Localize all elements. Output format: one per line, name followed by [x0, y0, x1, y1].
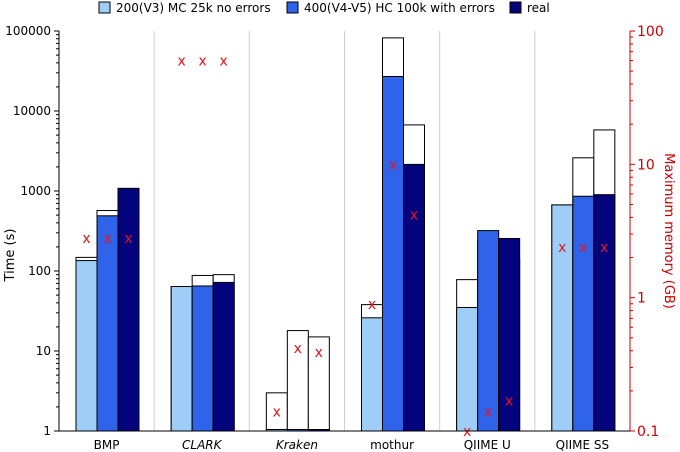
category-label: BMP	[94, 438, 120, 452]
right-tick-label: 0.1	[637, 424, 659, 440]
memory-marker: x	[600, 240, 608, 256]
category-label: QIIME SS	[556, 438, 610, 452]
memory-marker: x	[315, 345, 323, 361]
memory-marker: x	[103, 231, 111, 247]
left-axis: 1 10 100 1000 10000 100000	[5, 24, 60, 438]
y-tick-label: 1	[43, 424, 51, 438]
memory-marker: x	[389, 157, 397, 173]
legend-swatch	[98, 1, 111, 14]
memory-marker: x	[220, 54, 228, 70]
category-label: Kraken	[276, 438, 318, 452]
y-tick-label: 100000	[5, 24, 51, 38]
memory-marker: x	[124, 231, 132, 247]
right-axis-title: Maximum memory (GB)	[661, 153, 676, 309]
category-label: mothur	[370, 438, 414, 452]
right-tick-label: 100	[637, 24, 664, 40]
y-tick-label: 10	[36, 344, 51, 358]
bar	[361, 317, 383, 432]
memory-marker: x	[463, 424, 471, 440]
y-tick-label: 1000	[20, 184, 51, 198]
bar	[117, 187, 140, 432]
category-axis: BMP CLARK Kraken mothur QIIME U QIIME SS	[59, 430, 630, 452]
memory-marker: x	[82, 231, 90, 247]
bar	[170, 286, 193, 432]
legend-label: 400(V4-V5) HC 100k with errors	[304, 1, 495, 15]
right-axis: 0.1 1 10 100	[629, 24, 664, 440]
y-tick-label: 100	[28, 264, 51, 278]
legend: 200(V3) MC 25k no errors 400(V4-V5) HC 10…	[98, 1, 550, 15]
bar	[96, 215, 119, 432]
memory-marker: x	[484, 405, 492, 421]
y-axis-title: Time (s)	[3, 229, 18, 283]
memory-marker: x	[505, 393, 513, 409]
memory-marker: x	[579, 240, 587, 256]
legend-label: real	[527, 1, 550, 15]
bar	[572, 195, 595, 432]
right-tick-label: 1	[637, 291, 646, 307]
memory-marker: x	[178, 54, 186, 70]
bar	[551, 204, 574, 432]
memory-marker: x	[273, 405, 281, 421]
legend-swatch	[286, 1, 299, 14]
right-tick-label: 10	[637, 157, 655, 173]
bar	[75, 260, 98, 432]
memory-marker: x	[410, 208, 418, 224]
bar	[403, 163, 425, 432]
bar	[456, 306, 479, 432]
category-label: CLARK	[182, 438, 223, 452]
category-label: QIIME U	[464, 438, 511, 452]
memory-marker: x	[294, 341, 302, 357]
bar	[212, 281, 235, 432]
legend-label: 200(V3) MC 25k no errors	[116, 1, 271, 15]
bar	[191, 285, 214, 432]
memory-marker: x	[558, 240, 566, 256]
bar	[382, 75, 404, 432]
bar	[477, 230, 500, 432]
y-tick-label: 10000	[13, 104, 51, 118]
memory-marker: x	[199, 54, 207, 70]
memory-marker: x	[368, 297, 376, 313]
legend-swatch	[509, 1, 522, 14]
bar	[593, 194, 616, 432]
